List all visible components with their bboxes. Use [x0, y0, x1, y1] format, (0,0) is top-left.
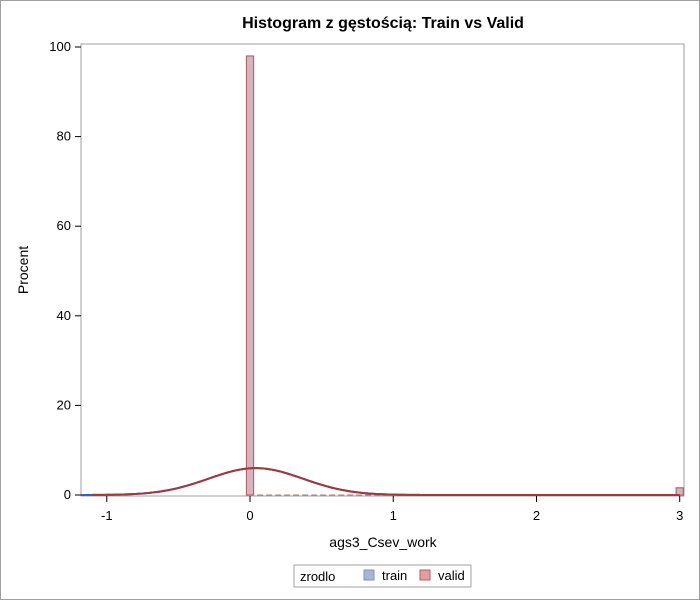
- x-tick-label-0: 0: [246, 508, 253, 523]
- y-tick-label-100: 100: [49, 39, 71, 54]
- legend: zrodlo train valid: [293, 564, 472, 588]
- y-axis: 0 20 40 60 80 100: [49, 39, 81, 502]
- x-tick-label-3: 3: [676, 508, 683, 523]
- bar-valid-0: [245, 55, 255, 496]
- legend-swatch-train: [363, 569, 375, 581]
- y-tick-label-80: 80: [57, 129, 71, 144]
- bar-valid-3: [675, 487, 684, 496]
- x-tick-label--1: -1: [101, 508, 113, 523]
- density-curve-valid: [92, 467, 680, 496]
- y-tick-label-40: 40: [57, 308, 71, 323]
- x-tick-label-1: 1: [390, 508, 397, 523]
- x-tick-label-2: 2: [533, 508, 540, 523]
- plot-area: [80, 43, 685, 497]
- y-tick-label-20: 20: [57, 397, 71, 412]
- y-tick-label-60: 60: [57, 218, 71, 233]
- chart-title: Histogram z gęstością: Train vs Valid: [242, 15, 524, 32]
- y-axis-label: Procent: [15, 246, 31, 294]
- x-axis: -1 0 1 2 3: [101, 496, 683, 523]
- legend-label-train: train: [382, 568, 407, 583]
- y-tick-label-0: 0: [64, 487, 71, 502]
- density-curves: [81, 467, 680, 496]
- legend-title: zrodlo: [300, 569, 335, 584]
- legend-swatch-valid: [419, 569, 431, 581]
- x-axis-label: ags3_Csev_work: [329, 534, 437, 550]
- legend-label-valid: valid: [438, 568, 465, 583]
